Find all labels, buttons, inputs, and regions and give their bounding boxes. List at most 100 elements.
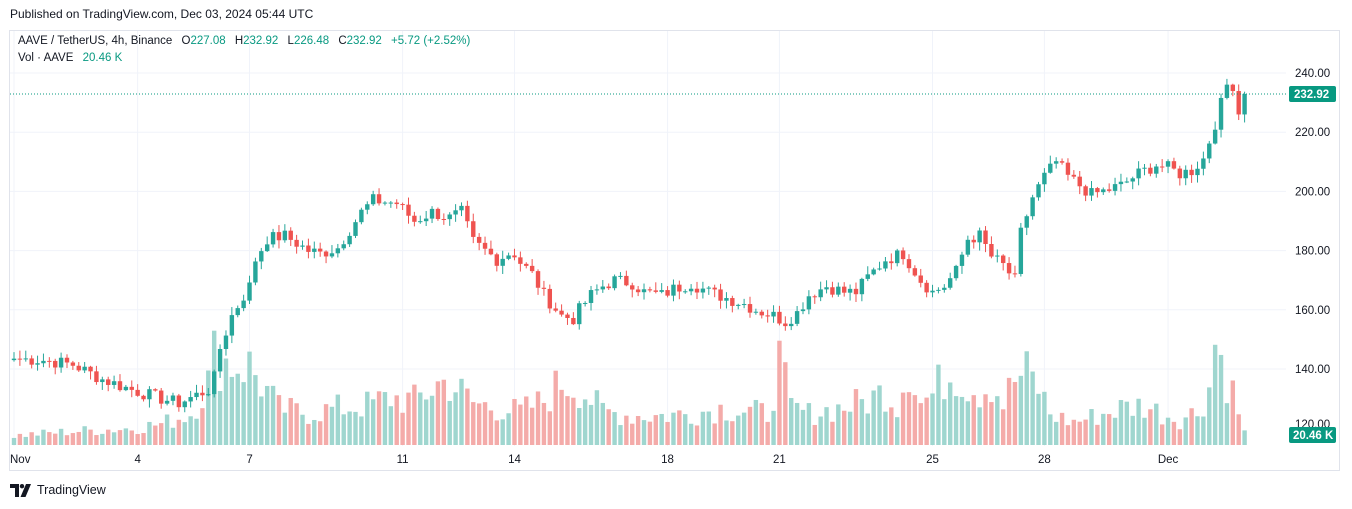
volume-bar xyxy=(777,340,782,445)
candle-body xyxy=(712,287,717,290)
volume-bar xyxy=(206,370,211,445)
volume-bar xyxy=(359,416,364,445)
volume-bar xyxy=(70,433,76,445)
candle-body xyxy=(1095,188,1100,193)
symbol-label[interactable]: AAVE / TetherUS, 4h, Binance xyxy=(18,35,173,47)
candle-body xyxy=(559,310,564,315)
candle-body xyxy=(170,395,176,401)
volume-bar xyxy=(512,398,517,445)
candle-body xyxy=(789,323,794,327)
volume-bar xyxy=(924,397,929,445)
candle-body xyxy=(647,289,653,291)
candle-body xyxy=(76,365,81,371)
volume-bar xyxy=(1118,400,1124,445)
volume-bar xyxy=(1207,387,1212,445)
volume-bar xyxy=(783,362,788,445)
volume-bar xyxy=(1018,375,1024,445)
candle-body xyxy=(924,282,929,293)
candle-body xyxy=(541,287,547,289)
candle-body xyxy=(718,289,723,301)
volume-bar xyxy=(1242,430,1247,445)
candle-body xyxy=(747,304,753,313)
candle-body xyxy=(794,311,800,324)
candle-body xyxy=(853,288,859,295)
volume-bar xyxy=(47,432,52,445)
candle-body xyxy=(582,302,588,304)
volume-bar xyxy=(435,381,441,445)
candle-body xyxy=(824,287,829,290)
candle-body xyxy=(506,255,511,259)
close-value: 232.92 xyxy=(346,35,382,47)
candle-body xyxy=(724,298,729,301)
volume-bar xyxy=(1059,412,1065,445)
volume-bar xyxy=(270,385,276,445)
volume-bar xyxy=(524,396,529,445)
tradingview-footer[interactable]: TradingView xyxy=(10,483,106,497)
candle-body xyxy=(1118,181,1124,185)
published-note: Published on TradingView.com, Dec 03, 20… xyxy=(10,7,314,21)
candle-body xyxy=(518,257,523,264)
candle-body xyxy=(995,255,1000,257)
volume-bar xyxy=(353,411,358,445)
candle-body xyxy=(653,290,658,292)
ohlc-legend: AAVE / TetherUS, 4h, Binance O227.08 H23… xyxy=(18,35,470,47)
volume-bar xyxy=(635,416,641,445)
candle-body xyxy=(1201,158,1206,169)
candle-body xyxy=(1236,91,1241,115)
candle-body xyxy=(435,208,441,219)
candle-body xyxy=(865,274,870,279)
candle-body xyxy=(1000,255,1006,264)
volume-bar xyxy=(147,421,152,445)
volume-bar xyxy=(1159,424,1165,445)
volume-bar xyxy=(347,411,352,445)
candle-body xyxy=(400,204,405,206)
candle-body xyxy=(1101,189,1106,193)
volume-bar xyxy=(82,426,87,445)
volume-bar xyxy=(1106,414,1112,445)
candle-body xyxy=(176,395,182,408)
volume-bar xyxy=(741,412,747,445)
candle-body xyxy=(94,371,99,383)
volume-bar xyxy=(753,399,759,445)
candle-body xyxy=(353,222,358,236)
candle-body xyxy=(1112,184,1118,191)
candle-body xyxy=(953,265,959,279)
candle-body xyxy=(1224,84,1230,98)
volume-bar xyxy=(1236,414,1241,445)
volume-bar xyxy=(588,404,594,445)
price-tick-label: 180.00 xyxy=(1295,246,1330,258)
candle-body xyxy=(1053,161,1059,164)
candle-body xyxy=(1006,263,1012,274)
volume-bar xyxy=(282,412,288,445)
volume-bar xyxy=(700,411,706,445)
volume-bar xyxy=(818,416,823,445)
candle-body xyxy=(624,275,629,286)
candle-body xyxy=(1136,168,1141,179)
volume-bar xyxy=(459,378,464,445)
candle-body xyxy=(1030,197,1035,217)
candle-body xyxy=(217,349,223,372)
candle-body xyxy=(188,397,193,402)
volume-bar xyxy=(842,410,847,445)
volume-bar xyxy=(370,399,376,445)
candle-body xyxy=(612,276,617,289)
candle-body xyxy=(123,386,129,391)
volume-bar xyxy=(329,406,335,445)
candle-body xyxy=(1230,84,1236,92)
volume-bar xyxy=(288,397,293,445)
volume-bar xyxy=(794,402,800,445)
time-tick-label: 11 xyxy=(397,454,409,466)
volume-bar xyxy=(1065,425,1071,445)
candle-body xyxy=(147,389,152,400)
candle-body xyxy=(370,194,376,205)
candle-body xyxy=(1171,161,1177,169)
volume-bar xyxy=(1189,408,1194,445)
volume-bar xyxy=(400,412,405,445)
candle-body xyxy=(1065,162,1071,175)
candle-body xyxy=(100,379,105,383)
candle-body xyxy=(229,315,235,336)
candle-body xyxy=(288,230,293,240)
volume-bar xyxy=(571,397,576,445)
volume-bar xyxy=(529,407,535,445)
